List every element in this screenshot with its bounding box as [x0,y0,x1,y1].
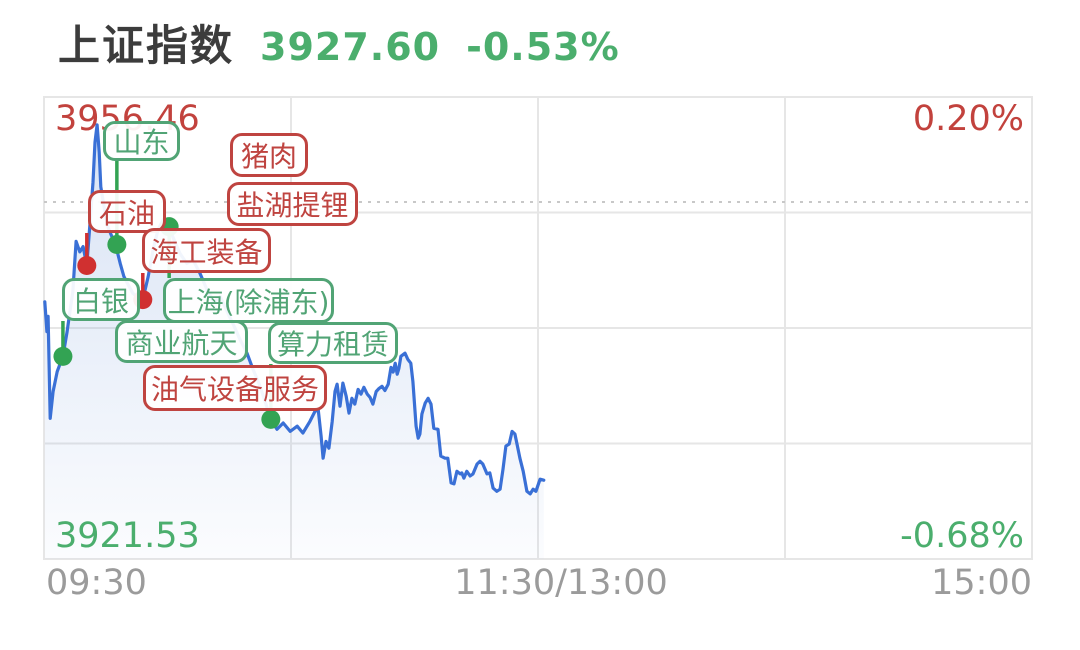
sector-tag-1[interactable]: 山东 [103,121,180,161]
index-change-pct: -0.53% [466,25,620,69]
range-low-value: 3921.53 [55,516,200,556]
index-name: 上证指数 [58,21,235,70]
sector-tag-3[interactable]: 盐湖提锂 [227,182,358,226]
tag-anchor-dot [107,235,127,255]
x-tick-open: 09:30 [46,563,147,603]
x-tick-midday: 11:30/13:00 [454,563,668,603]
tag-anchor-dot [53,346,73,366]
index-price: 3927.60 [260,25,441,69]
sector-tag-7[interactable]: 上海(除浦东) [163,278,334,323]
sector-tag-4[interactable]: 石油 [88,190,166,233]
sector-tag-9[interactable]: 算力租赁 [268,322,398,364]
sector-tag-2[interactable]: 猪肉 [230,133,308,177]
sector-tag-6[interactable]: 白银 [62,278,140,321]
range-high-percent: 0.20% [912,99,1024,139]
sector-tag-10[interactable]: 油气设备服务 [143,365,327,411]
index-header: 上证指数 3927.60 -0.53% [58,12,620,73]
x-tick-close: 15:00 [931,563,1032,603]
tag-anchor-dot [261,409,281,429]
sector-tag-5[interactable]: 海工装备 [142,228,271,273]
tag-anchor-dot [77,256,97,276]
range-low-percent: -0.68% [900,516,1024,556]
sector-tag-8[interactable]: 商业航天 [115,320,248,363]
